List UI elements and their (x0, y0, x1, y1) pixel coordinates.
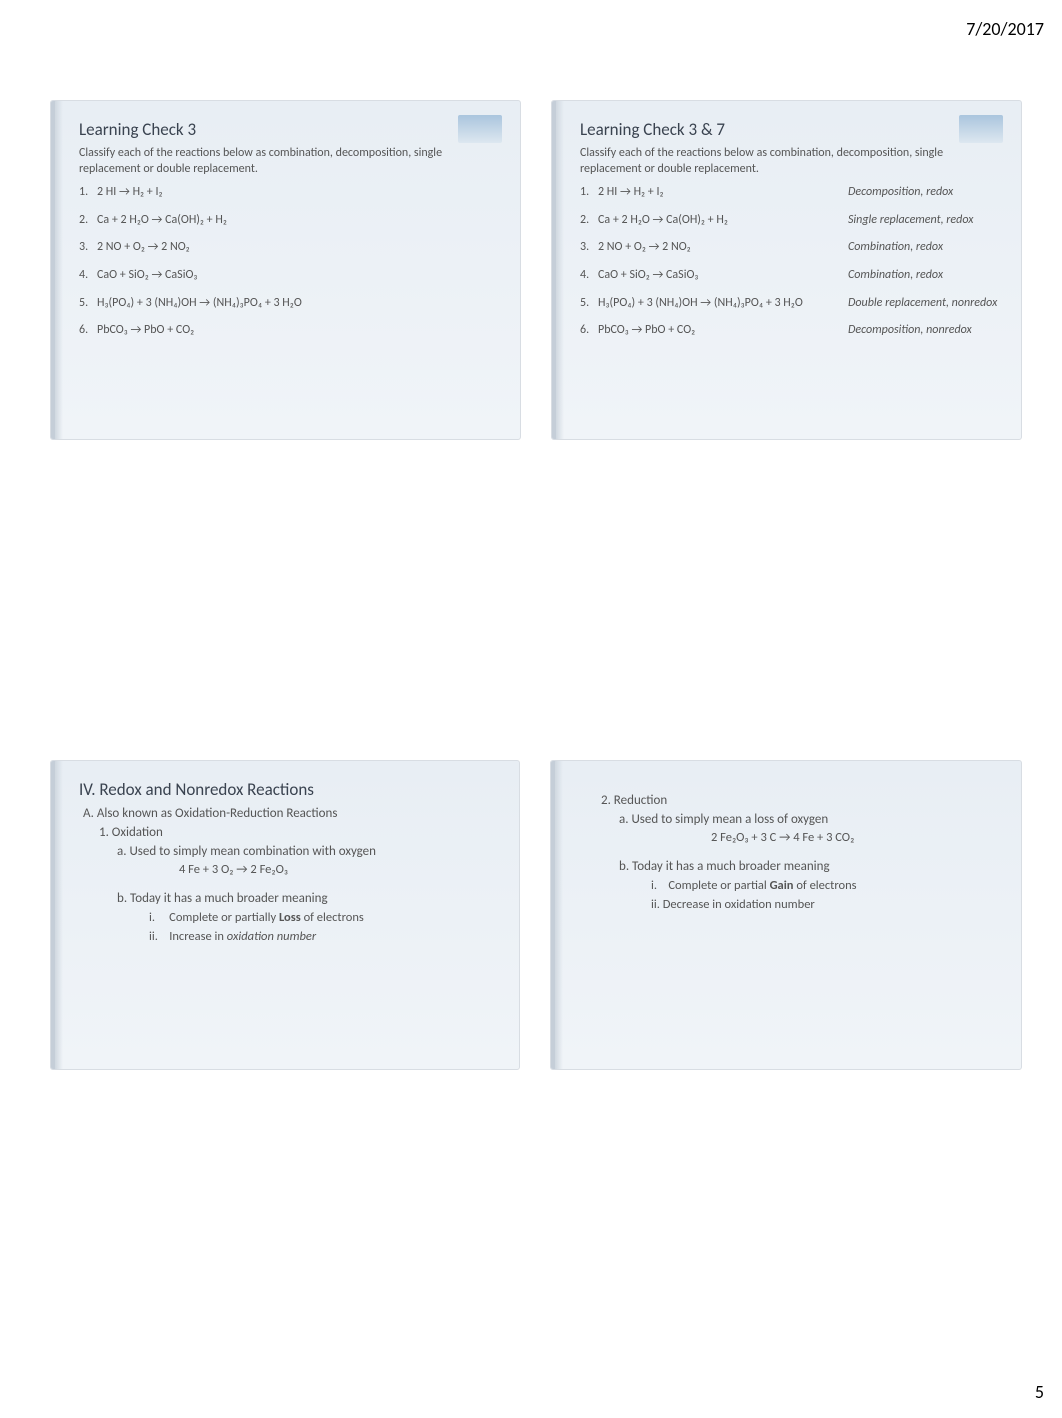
outline-list: A. Also known as Oxidation-Reduction Rea… (79, 806, 501, 944)
outline-item: a. Used to simply mean a loss of oxygen (619, 812, 1003, 827)
accent-bar (55, 761, 63, 1069)
list-item: 1.2 HI → H₂ + I₂Decomposition, redox (580, 185, 1003, 201)
slide-learning-check-3: Learning Check 3 Classify each of the re… (50, 100, 521, 440)
outline-item: b. Today it has a much broader meaning (619, 859, 1003, 874)
outline-item: b. Today it has a much broader meaning (117, 891, 501, 906)
slide-reduction: 2. Reduction a. Used to simply mean a lo… (550, 760, 1022, 1070)
list-item: 3.2 NO + O₂ → 2 NO₂ (79, 240, 502, 256)
slide-title: IV. Redox and Nonredox Reactions (79, 779, 501, 800)
outline-item: ii. Increase in oxidation number (149, 929, 501, 944)
outline-item: i. Complete or partial Gain of electrons (651, 878, 1003, 893)
slide-learning-check-3-7: Learning Check 3 & 7 Classify each of th… (551, 100, 1022, 440)
list-item: 2.Ca + 2 H₂O → Ca(OH)₂ + H₂Single replac… (580, 213, 1003, 229)
list-item: 5.H₃(PO₄) + 3 (NH₄)OH → (NH₄)₃PO₄ + 3 H₂… (580, 296, 1003, 312)
list-item: 4.CaO + SiO₂ → CaSiO₃ (79, 268, 502, 284)
list-item: 1.2 HI → H₂ + I₂ (79, 185, 502, 201)
outline-item: ii. Decrease in oxidation number (651, 897, 1003, 912)
outline-item: i. Complete or partially Loss of electro… (149, 910, 501, 925)
list-item: 4.CaO + SiO₂ → CaSiO₃Combination, redox (580, 268, 1003, 284)
slide-redox-nonredox: IV. Redox and Nonredox Reactions A. Also… (50, 760, 520, 1070)
page-number: 5 (1035, 1381, 1044, 1403)
slide-row-2: IV. Redox and Nonredox Reactions A. Also… (50, 760, 1022, 1070)
question-list: 1.2 HI → H₂ + I₂Decomposition, redox 2.C… (580, 185, 1003, 339)
slide-intro: Classify each of the reactions below as … (79, 146, 502, 177)
accent-bar (55, 101, 63, 439)
list-item: 2.Ca + 2 H₂O → Ca(OH)₂ + H₂ (79, 213, 502, 229)
outline-item: 2. Reduction (601, 793, 1003, 808)
formula: 2 Fe₂O₃ + 3 C → 4 Fe + 3 CO₂ (711, 830, 1003, 845)
list-item: 6.PbCO₃ → PbO + CO₂Decomposition, nonred… (580, 323, 1003, 339)
slide-row-1: Learning Check 3 Classify each of the re… (50, 100, 1022, 440)
slide-intro: Classify each of the reactions below as … (580, 146, 1003, 177)
accent-bar (556, 101, 564, 439)
molecule-icon (959, 115, 1003, 143)
slide-title: Learning Check 3 (79, 119, 502, 140)
list-item: 3.2 NO + O₂ → 2 NO₂Combination, redox (580, 240, 1003, 256)
formula: 4 Fe + 3 O₂ → 2 Fe₂O₃ (179, 862, 501, 877)
list-item: 5.H₃(PO₄) + 3 (NH₄)OH → (NH₄)₃PO₄ + 3 H₂… (79, 296, 502, 312)
slide-title: Learning Check 3 & 7 (580, 119, 1003, 140)
molecule-icon (458, 115, 502, 143)
outline-item: A. Also known as Oxidation-Reduction Rea… (83, 806, 501, 821)
list-item: 6.PbCO₃ → PbO + CO₂ (79, 323, 502, 339)
outline-item: a. Used to simply mean combination with … (117, 844, 501, 859)
page-date: 7/20/2017 (966, 18, 1044, 40)
outline-list: 2. Reduction a. Used to simply mean a lo… (581, 793, 1003, 912)
outline-item: 1. Oxidation (99, 825, 501, 840)
question-list: 1.2 HI → H₂ + I₂ 2.Ca + 2 H₂O → Ca(OH)₂ … (79, 185, 502, 339)
accent-bar (555, 761, 563, 1069)
